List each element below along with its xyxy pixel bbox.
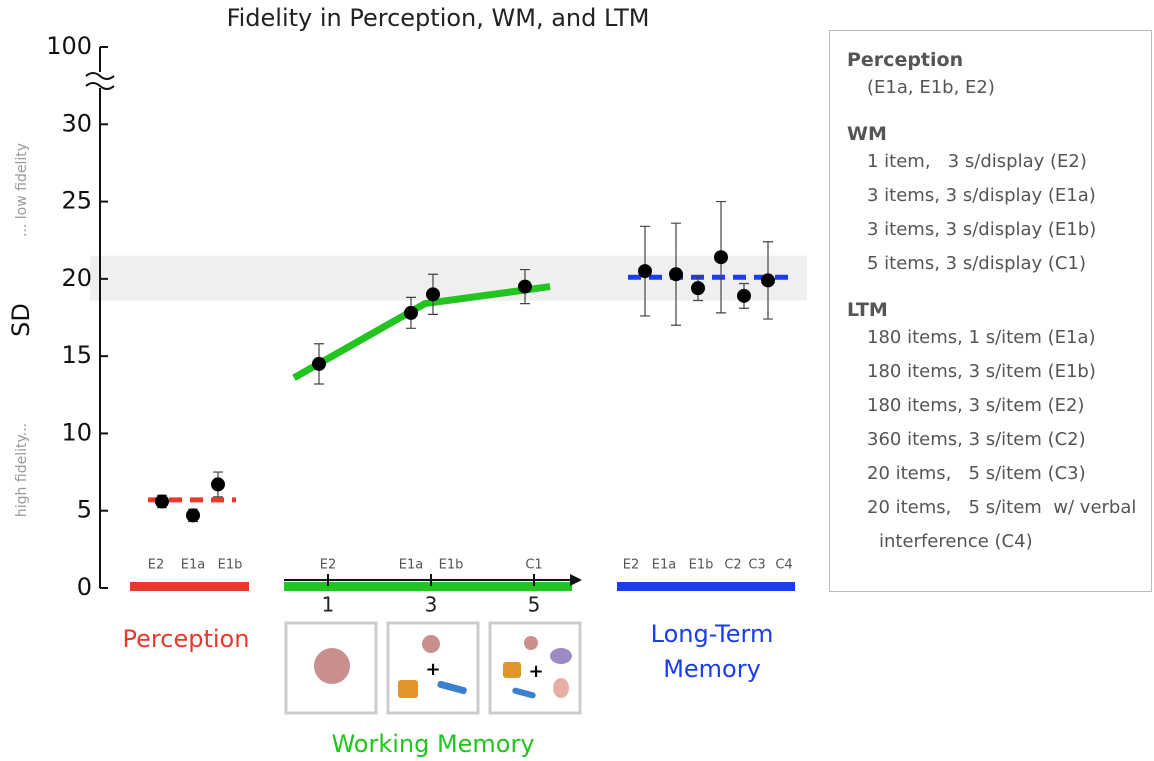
data-point bbox=[737, 288, 751, 303]
y-tick-label: 30 bbox=[61, 109, 92, 137]
set-size-label: 5 bbox=[528, 593, 541, 617]
y-annotation: ... low fidelity bbox=[14, 143, 30, 237]
x-tick-label: C1 bbox=[525, 558, 542, 573]
y-tick-label: 20 bbox=[61, 264, 92, 292]
legend-item: 20 items, 5 s/item w/ verbal interferenc… bbox=[867, 497, 1143, 552]
legend-item: (E1a, E1b, E2) bbox=[867, 77, 995, 98]
y-tick-label: 100 bbox=[46, 32, 92, 60]
set-size-label: 3 bbox=[425, 593, 438, 617]
legend-item: 5 items, 3 s/display (C1) bbox=[867, 253, 1086, 274]
x-tick-label: E1b bbox=[439, 558, 464, 573]
group-label: Working Memory bbox=[331, 730, 534, 758]
set-size-label: 1 bbox=[322, 593, 335, 617]
data-point bbox=[669, 267, 683, 282]
group-bar bbox=[130, 582, 249, 591]
data-point bbox=[155, 494, 169, 509]
group-bar bbox=[284, 582, 572, 591]
y-tick-label: 5 bbox=[77, 496, 92, 524]
x-tick-label: E1a bbox=[399, 558, 423, 573]
x-tick-label: C4 bbox=[775, 558, 792, 573]
x-tick-label: E1b bbox=[218, 558, 243, 573]
data-point bbox=[761, 273, 775, 288]
x-tick-label: E2 bbox=[623, 558, 640, 573]
y-axis-label: SD bbox=[7, 303, 35, 337]
legend-item: 180 items, 1 s/item (E1a) bbox=[867, 327, 1096, 348]
x-tick-label: E1a bbox=[181, 558, 205, 573]
legend-item: 360 items, 3 s/item (C2) bbox=[867, 429, 1086, 450]
arrow-head bbox=[570, 574, 582, 586]
group-label: Perception bbox=[123, 625, 250, 653]
y-tick-label: 25 bbox=[61, 187, 92, 215]
axis-break bbox=[85, 72, 115, 90]
y-tick-label: 10 bbox=[61, 418, 92, 446]
data-point bbox=[714, 250, 728, 265]
legend: Perception (E1a, E1b, E2) WM 1 item, 3 s/di… bbox=[829, 30, 1152, 592]
chart-title: Fidelity in Perception, WM, and LTM bbox=[227, 4, 650, 32]
data-point bbox=[691, 281, 705, 296]
legend-item: 1 item, 3 s/display (E2) bbox=[867, 151, 1087, 172]
legend-item: 20 items, 5 s/item (C3) bbox=[867, 463, 1086, 484]
legend-title: WM bbox=[847, 123, 887, 145]
data-point bbox=[312, 356, 326, 371]
y-tick-label: 0 bbox=[77, 573, 92, 601]
group-label: Long-Term Memory bbox=[650, 620, 774, 683]
reference-band bbox=[90, 255, 807, 301]
legend-title: Perception bbox=[847, 49, 964, 71]
x-tick-label: E1a bbox=[652, 558, 676, 573]
x-tick-label: E2 bbox=[320, 558, 337, 573]
svg-text:+: + bbox=[425, 659, 440, 680]
y-annotation: high fidelity... bbox=[14, 423, 30, 517]
x-tick-label: E1b bbox=[689, 558, 714, 573]
data-point bbox=[426, 287, 440, 302]
data-point bbox=[211, 477, 225, 492]
y-tick-label: 15 bbox=[61, 341, 92, 369]
legend-item: 180 items, 3 s/item (E1b) bbox=[867, 361, 1096, 382]
legend-item: 3 items, 3 s/display (E1a) bbox=[867, 185, 1096, 206]
x-tick-label: E2 bbox=[148, 558, 165, 573]
data-point bbox=[186, 508, 200, 523]
data-point bbox=[518, 279, 532, 294]
data-point bbox=[638, 264, 652, 279]
fit-line bbox=[292, 283, 551, 381]
data-point bbox=[404, 305, 418, 320]
legend-item: 3 items, 3 s/display (E1b) bbox=[867, 219, 1097, 240]
stimulus-displays bbox=[284, 621, 582, 715]
legend-title: LTM bbox=[847, 299, 888, 321]
group-bar bbox=[617, 582, 795, 591]
x-tick-label: C3 bbox=[748, 558, 765, 573]
stimulus-objects: + + bbox=[314, 635, 572, 699]
svg-text:+: + bbox=[528, 661, 543, 682]
legend-item: 180 items, 3 s/item (E2) bbox=[867, 395, 1085, 416]
x-tick-label: C2 bbox=[724, 558, 741, 573]
